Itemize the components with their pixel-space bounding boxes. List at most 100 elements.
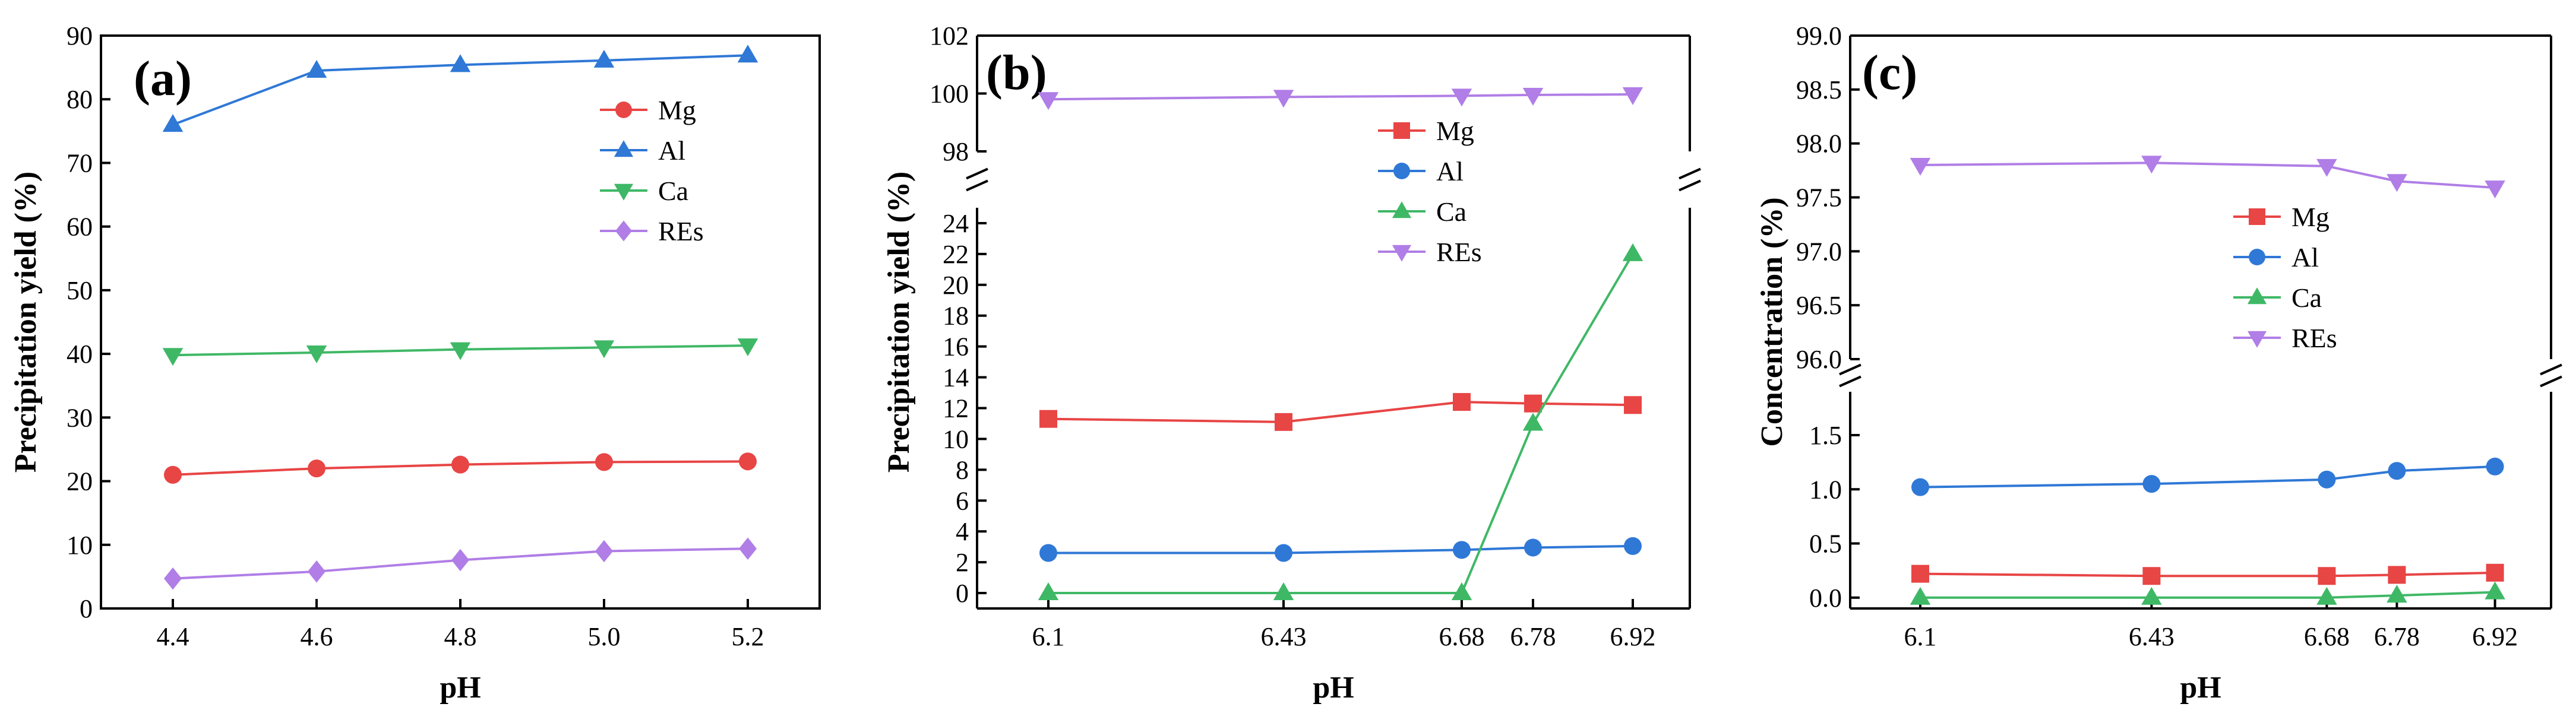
panel-label: (b) — [986, 45, 1047, 100]
y-tick-label: 102 — [930, 21, 969, 50]
series-Al — [162, 45, 758, 132]
x-axis-label: pH — [1313, 671, 1354, 705]
axis-break-mark-0b — [1839, 375, 1861, 388]
y-tick-label: 22 — [943, 240, 969, 269]
line-segment-REs — [603, 547, 748, 553]
series-Al — [1039, 537, 1642, 562]
data-point-REs — [1451, 88, 1472, 107]
series-REs — [1910, 156, 2505, 199]
data-point-Al — [306, 59, 327, 78]
data-point-Ca — [2485, 581, 2505, 600]
line-segment-Mg — [1461, 401, 1534, 405]
y-tick-label: 90 — [67, 21, 93, 50]
axis-break-mark-1b — [1679, 179, 1701, 192]
legend-marker — [615, 102, 632, 118]
data-point-Al — [1039, 544, 1057, 562]
line-segment-Al — [316, 64, 461, 72]
line-segment-REs — [2151, 161, 2327, 167]
y-tick-label: 0.5 — [1809, 530, 1842, 559]
line-segment-Mg — [1283, 401, 1462, 423]
series-Mg — [1039, 393, 1642, 431]
legend-label: Ca — [658, 176, 688, 206]
data-point-Ca — [1038, 582, 1059, 601]
legend-marker — [615, 220, 632, 242]
data-point-Mg — [2142, 567, 2161, 585]
data-point-Al — [737, 45, 758, 63]
data-point-Ca — [593, 340, 615, 359]
series-REs — [1038, 87, 1643, 110]
data-point-Ca — [2387, 585, 2407, 603]
data-point-Mg — [451, 455, 469, 474]
y-tick-label: 20 — [67, 467, 93, 496]
plot-frame — [100, 34, 821, 610]
y-tick-label: 60 — [67, 213, 93, 242]
data-point-Mg — [1524, 394, 1542, 413]
x-tick-label: 6.43 — [2129, 622, 2174, 651]
line-segment-REs — [316, 559, 461, 573]
legend-label: Al — [1436, 156, 1464, 186]
y-tick-label: 12 — [943, 394, 969, 423]
data-point-Al — [1911, 478, 1929, 496]
line-segment-Mg — [603, 460, 748, 464]
line-segment-Mg — [172, 467, 317, 476]
line-segment-REs — [2397, 180, 2495, 189]
legend-label: Mg — [2291, 202, 2330, 232]
axis-break-mark-0a — [1839, 363, 1861, 376]
legend-marker — [614, 183, 634, 201]
data-point-Al — [1453, 541, 1471, 559]
y-tick-label: 1.0 — [1809, 475, 1842, 504]
x-tick-label: 6.68 — [1439, 622, 1485, 651]
line-segment-Ca — [316, 348, 461, 354]
line-segment-REs — [1920, 161, 2152, 166]
data-point-Ca — [1273, 582, 1294, 601]
x-tick-label: 6.78 — [2374, 622, 2420, 651]
legend-marker — [2247, 287, 2267, 305]
x-tick-label: 6.43 — [1261, 622, 1307, 651]
line-segment-Ca — [460, 346, 605, 351]
data-point-Al — [2142, 475, 2161, 493]
y-axis-label: Precipitation yield (%) — [9, 172, 43, 473]
data-point-Mg — [2318, 567, 2336, 585]
legend-marker — [614, 140, 634, 157]
y-tick-label: 16 — [943, 332, 969, 362]
legend-marker — [1392, 201, 1412, 218]
x-tick-label: 6.1 — [1032, 622, 1065, 651]
data-point-Ca — [162, 348, 184, 366]
y-axis-label: Precipitation yield (%) — [882, 172, 916, 473]
legend-marker — [1393, 122, 1410, 139]
line-segment-REs — [1532, 93, 1633, 96]
data-point-Mg — [595, 453, 613, 471]
y-tick-label: 97.5 — [1796, 183, 1842, 213]
y-tick-label: 98.0 — [1796, 129, 1842, 158]
legend-label: Mg — [1436, 116, 1474, 146]
data-point-Al — [1275, 544, 1292, 562]
x-tick-label: 4.6 — [301, 622, 333, 651]
data-point-REs — [164, 567, 182, 590]
data-point-REs — [2141, 156, 2162, 174]
data-point-REs — [1622, 87, 1643, 105]
series-Mg — [1911, 563, 2504, 585]
data-point-Al — [2486, 457, 2504, 475]
data-point-Ca — [2141, 586, 2162, 605]
data-point-Ca — [1622, 243, 1643, 261]
y-tick-label: 40 — [67, 340, 93, 369]
x-axis-label: pH — [440, 671, 481, 705]
line-segment-Ca — [603, 344, 748, 349]
y-tick-label: 97.0 — [1796, 237, 1842, 266]
line-segment-Mg — [2397, 571, 2495, 576]
data-point-Mg — [739, 452, 757, 471]
line-segment-REs — [1048, 96, 1284, 101]
y-tick-label: 6 — [956, 486, 969, 515]
x-tick-label: 4.4 — [157, 622, 189, 651]
data-point-Mg — [308, 459, 325, 478]
data-point-Al — [1524, 538, 1542, 557]
data-point-Mg — [164, 465, 182, 484]
y-tick-label: 0 — [80, 594, 93, 623]
series-Al — [1911, 457, 2504, 496]
line-segment-Mg — [1532, 402, 1633, 407]
y-tick-label: 4 — [956, 517, 969, 546]
line-segment-Mg — [1048, 417, 1284, 423]
line-segment-Ca — [2397, 591, 2495, 597]
legend-marker — [2249, 249, 2265, 265]
